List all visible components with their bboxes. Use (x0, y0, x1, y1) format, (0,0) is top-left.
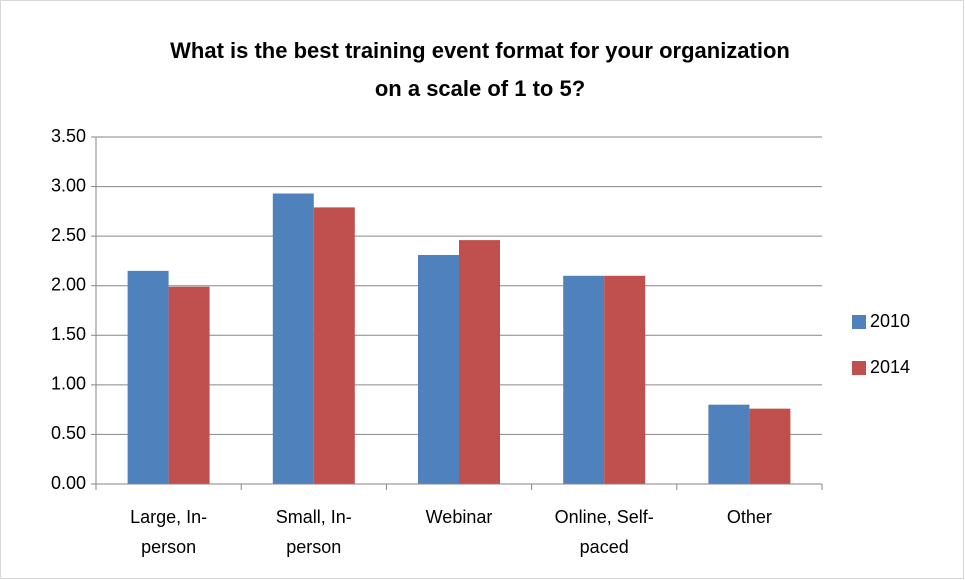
bar (604, 275, 646, 484)
bar (708, 404, 750, 484)
bar (459, 240, 500, 484)
y-tick-label: 1.00 (51, 374, 86, 394)
bar (272, 193, 314, 485)
legend-swatch (852, 361, 866, 375)
legend-label: 2014 (870, 357, 910, 377)
legend-swatch (852, 315, 866, 329)
x-tick-label: Online, Self-paced (555, 507, 654, 557)
y-tick-label: 3.50 (51, 126, 86, 146)
x-tick-label: Large, In-person (130, 507, 207, 557)
bar (127, 270, 169, 484)
bar (168, 286, 210, 484)
legend-label: 2010 (870, 311, 910, 331)
bar (418, 254, 459, 484)
bar (563, 275, 605, 484)
y-tick-label: 2.50 (51, 225, 86, 245)
bar (749, 408, 791, 484)
bar (313, 207, 355, 485)
y-tick-label: 0.00 (51, 473, 86, 493)
x-tick-label: Small, In-person (276, 507, 352, 557)
y-tick-label: 0.50 (51, 423, 86, 443)
y-tick-label: 1.50 (51, 324, 86, 344)
y-tick-label: 2.00 (51, 274, 86, 294)
y-tick-label: 3.00 (51, 175, 86, 195)
x-tick-label: Other (727, 507, 772, 527)
chart-title: What is the best training event format f… (170, 38, 790, 101)
x-tick-label: Webinar (426, 507, 493, 527)
